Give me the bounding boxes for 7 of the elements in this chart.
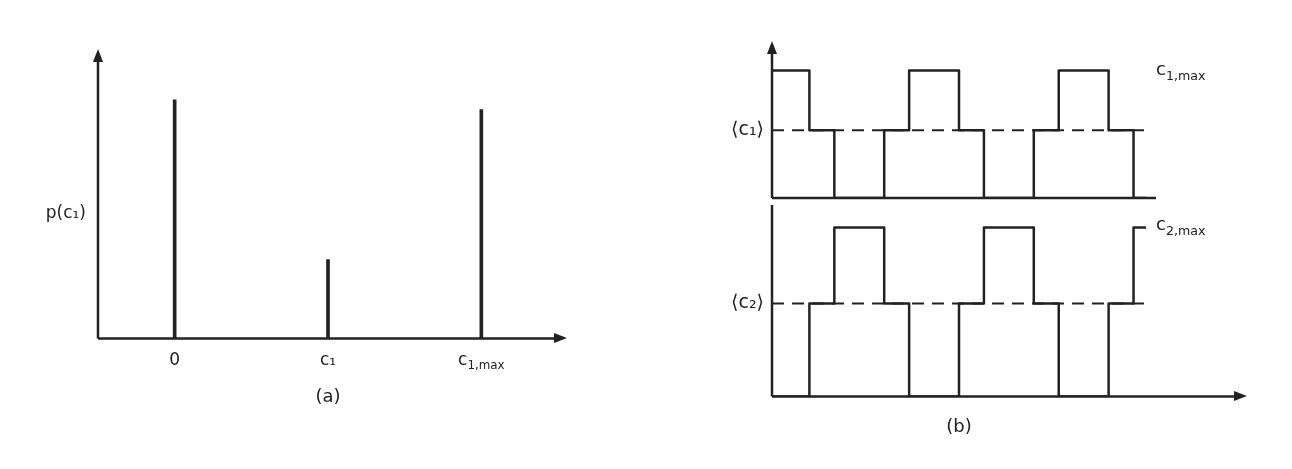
ref-line-label: ⟨c₁⟩ <box>731 117 764 140</box>
text: (b) <box>946 414 972 436</box>
y-axis-title: p(c₁) <box>45 201 86 222</box>
x-tick-label: c₁ <box>319 348 337 369</box>
x-tick-label: 0 <box>169 348 181 369</box>
ref-line-label: ⟨c₂⟩ <box>731 290 764 313</box>
text: (a) <box>315 384 341 406</box>
